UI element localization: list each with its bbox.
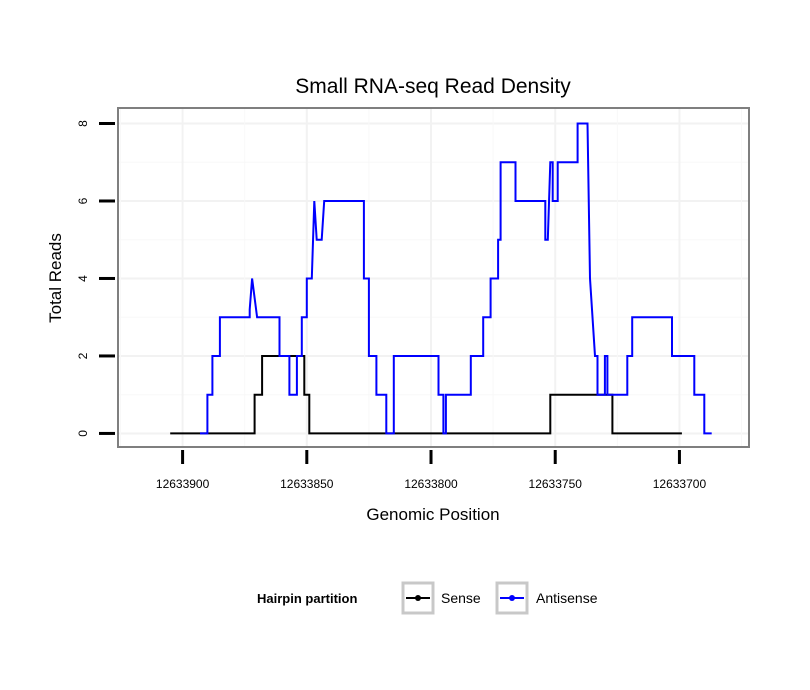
y-axis-label: Total Reads [46, 233, 65, 323]
plot-panel-border [117, 107, 750, 448]
chart-title: Small RNA-seq Read Density [295, 75, 571, 98]
x-tick-label: 12633750 [529, 477, 583, 491]
legend-label-sense: Sense [441, 590, 481, 606]
legend-item-antisense: Antisense [495, 581, 598, 615]
legend-title: Hairpin partition [257, 591, 357, 606]
y-tick-label: 8 [76, 120, 90, 127]
legend-item-sense: Sense [401, 581, 481, 615]
series-line-antisense [200, 122, 712, 435]
x-tick-label: 12633700 [653, 477, 707, 491]
legend: Hairpin partition Sense Antisense [257, 581, 598, 615]
x-axis: 12633900 12633850 12633800 12633750 12633700 [156, 450, 707, 491]
x-tick-label: 12633850 [280, 477, 334, 491]
y-tick-label: 4 [76, 275, 90, 282]
legend-dot-sense [415, 595, 421, 601]
x-axis-label: Genomic Position [366, 505, 499, 524]
y-tick-label: 6 [76, 197, 90, 204]
y-tick-label: 2 [76, 352, 90, 359]
x-tick-label: 12633900 [156, 477, 210, 491]
y-tick-label: 0 [76, 430, 90, 437]
series-layer [170, 122, 712, 435]
x-tick-label: 12633800 [404, 477, 458, 491]
legend-dot-antisense [509, 595, 515, 601]
y-axis: 0 2 4 6 8 [76, 120, 115, 437]
legend-label-antisense: Antisense [536, 590, 598, 606]
